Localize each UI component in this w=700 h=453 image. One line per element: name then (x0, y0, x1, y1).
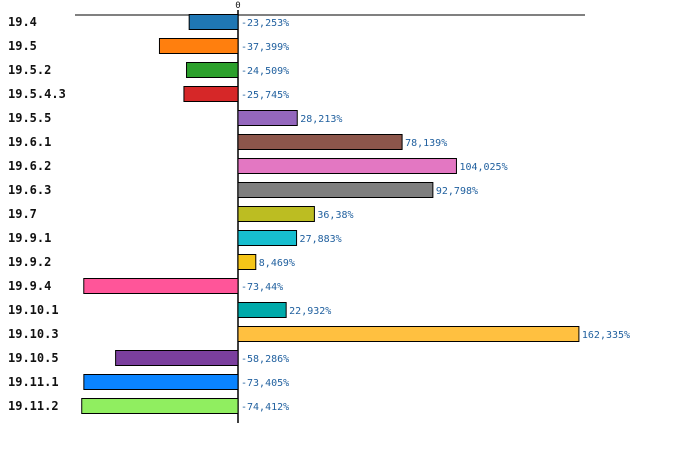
category-label: 19.9.2 (8, 255, 51, 269)
bar (83, 374, 239, 390)
bar (237, 302, 287, 318)
value-label: 162,335% (582, 330, 630, 341)
bar (186, 62, 239, 78)
value-label: -23,253% (241, 18, 289, 29)
value-label: 78,139% (405, 138, 447, 149)
value-label: 22,932% (289, 306, 331, 317)
category-label: 19.10.5 (8, 351, 59, 365)
category-label: 19.6.1 (8, 135, 51, 149)
bar (158, 38, 239, 54)
value-label: -24,509% (241, 66, 289, 77)
category-label: 19.10.1 (8, 303, 59, 317)
value-label: -37,399% (241, 42, 289, 53)
value-label: -74,412% (241, 402, 289, 413)
bar (237, 158, 457, 174)
value-label: 36,38% (317, 210, 353, 221)
bar (81, 398, 239, 414)
bar (237, 134, 403, 150)
value-label: 92,798% (436, 186, 478, 197)
value-label: 27,883% (300, 234, 342, 245)
category-label: 19.6.3 (8, 183, 51, 197)
category-label: 19.9.4 (8, 279, 51, 293)
value-label: -73,44% (241, 282, 283, 293)
value-label: 8,469% (259, 258, 295, 269)
zero-tick-label: 0 (235, 1, 240, 11)
value-label: 104,025% (459, 162, 507, 173)
bar (188, 14, 239, 30)
category-label: 19.5.5 (8, 111, 51, 125)
category-label: 19.10.3 (8, 327, 59, 341)
bar (237, 182, 434, 198)
bar (237, 230, 298, 246)
category-label: 19.5.2 (8, 63, 51, 77)
category-label: 19.6.2 (8, 159, 51, 173)
value-label: -73,405% (241, 378, 289, 389)
bar (237, 206, 315, 222)
category-label: 19.4 (8, 15, 37, 29)
category-label: 19.7 (8, 207, 37, 221)
value-label: -25,745% (241, 90, 289, 101)
category-label: 19.11.1 (8, 375, 59, 389)
category-label: 19.5.4.3 (8, 87, 66, 101)
bar (237, 110, 298, 126)
bar (83, 278, 239, 294)
bar (237, 326, 580, 342)
value-label: 28,213% (300, 114, 342, 125)
category-label: 19.9.1 (8, 231, 51, 245)
bar (115, 350, 239, 366)
value-label: -58,286% (241, 354, 289, 365)
bar (183, 86, 239, 102)
category-label: 19.11.2 (8, 399, 59, 413)
bar (237, 254, 257, 270)
category-label: 19.5 (8, 39, 37, 53)
